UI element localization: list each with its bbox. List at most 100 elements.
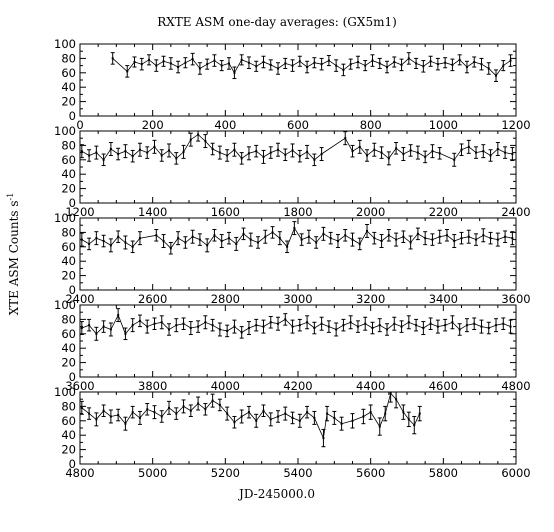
data-point [429, 60, 432, 63]
data-point [451, 321, 454, 324]
data-point [342, 324, 345, 327]
data-point [413, 424, 416, 427]
data-point [349, 63, 352, 66]
data-point [88, 324, 91, 327]
data-point [489, 237, 492, 240]
data-point [489, 154, 492, 157]
data-point [247, 411, 250, 414]
data-point [333, 416, 336, 419]
data-point [131, 245, 134, 248]
data-point [80, 150, 83, 153]
data-point [131, 155, 134, 158]
data-point [226, 329, 229, 332]
data-point [131, 324, 134, 327]
data-point [424, 155, 427, 158]
data-point [160, 321, 163, 324]
data-point [291, 416, 294, 419]
data-point [168, 328, 171, 331]
data-point [264, 235, 267, 238]
data-point [277, 322, 280, 325]
data-point [182, 405, 185, 408]
data-point [495, 324, 498, 327]
data-point [80, 238, 83, 241]
data-point [269, 321, 272, 324]
data-point [146, 151, 149, 154]
data-point [291, 149, 294, 152]
data-point [197, 402, 200, 405]
data-point [169, 247, 172, 250]
x-tick-label: 6000 [501, 466, 530, 480]
x-tick-label: 3600 [65, 379, 94, 393]
data-point [88, 412, 91, 415]
data-point [436, 63, 439, 66]
data-point [109, 148, 112, 150]
y-tick-label: 20 [61, 269, 76, 283]
data-point [233, 71, 236, 74]
y-tick-label: 100 [54, 124, 76, 138]
data-point [453, 158, 456, 161]
data-point [226, 154, 229, 157]
data-point [102, 325, 105, 328]
x-tick-label: 2400 [501, 205, 530, 219]
data-point [153, 145, 156, 148]
data-point [197, 325, 200, 328]
data-point [451, 63, 454, 66]
data-point [138, 237, 141, 240]
data-point [386, 328, 389, 331]
data-point [111, 57, 114, 60]
data-point [300, 238, 303, 241]
data-point [177, 66, 180, 69]
data-point [155, 234, 158, 237]
data-point [395, 398, 398, 401]
data-point [511, 237, 514, 240]
data-point [262, 325, 265, 328]
data-point [233, 325, 236, 328]
y-tick-label: 0 [69, 109, 76, 123]
x-tick-label: 5000 [138, 466, 167, 480]
data-point [124, 332, 127, 335]
x-tick-label: 5600 [356, 466, 385, 480]
data-point [402, 411, 405, 414]
data-point [320, 322, 323, 325]
y-tick-label: 100 [54, 385, 76, 399]
y-tick-label: 0 [69, 370, 76, 384]
data-point [146, 408, 149, 411]
data-point [269, 151, 272, 154]
y-tick-label: 100 [54, 37, 76, 51]
data-point [146, 325, 149, 328]
y-tick-label: 80 [61, 51, 76, 65]
data-point [356, 61, 359, 63]
series-line [81, 314, 511, 335]
data-point [117, 153, 120, 156]
data-point [177, 237, 180, 240]
x-tick-label: 200 [142, 118, 164, 132]
data-point [438, 152, 441, 155]
data-point [204, 408, 207, 411]
data-point [351, 419, 354, 422]
x-tick-label: 0 [76, 118, 83, 132]
y-axis-label-exponent: -1 [6, 193, 15, 201]
data-point [131, 411, 134, 414]
data-point [240, 58, 243, 61]
data-point [198, 238, 201, 241]
data-point [509, 59, 512, 62]
data-point [327, 325, 330, 328]
y-tick-label: 60 [61, 327, 76, 341]
data-point [80, 406, 83, 409]
data-point [386, 66, 389, 69]
data-point [378, 425, 381, 428]
x-tick-label: 400 [214, 118, 236, 132]
x-tick-label: 4600 [429, 379, 458, 393]
data-point [235, 242, 238, 245]
y-tick-label: 80 [61, 399, 76, 413]
data-point [431, 150, 434, 153]
data-point [475, 151, 478, 154]
data-point [277, 415, 280, 418]
x-tick-label: 2800 [211, 292, 240, 306]
data-point [307, 235, 310, 238]
data-point [422, 65, 425, 68]
data-point [102, 409, 105, 412]
data-point [278, 237, 281, 240]
data-point [168, 149, 171, 152]
